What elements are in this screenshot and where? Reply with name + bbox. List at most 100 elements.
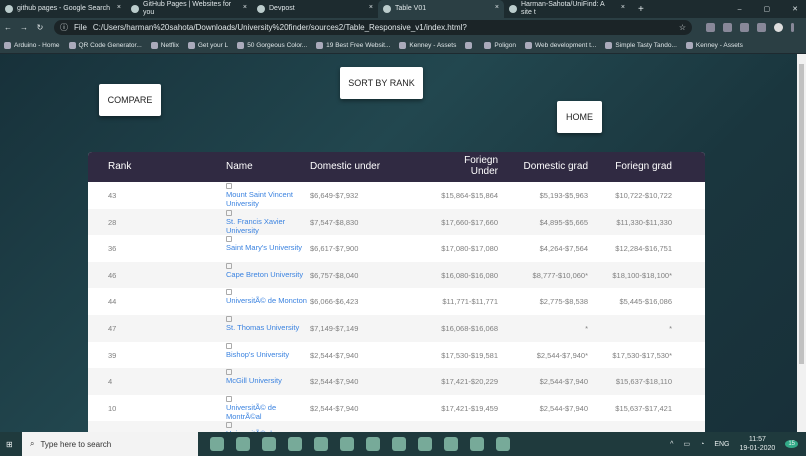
close-icon[interactable]: × [494,4,499,11]
university-link[interactable]: Cape Breton University [226,269,304,279]
browser-tab[interactable]: Table V01 × [378,0,504,18]
url-input[interactable]: ⓘ File C:/Users/harman%20sahota/Download… [54,20,692,35]
bookmark-item[interactable]: Get your L [187,41,228,49]
minimize-icon[interactable]: – [737,5,742,13]
bookmark-item[interactable]: QR Code Generator... [68,41,142,49]
close-window-icon[interactable]: ✕ [792,6,798,13]
browser-tab[interactable]: Harman-Sahota/UniFind: A site t × [504,0,630,18]
edge-icon[interactable] [340,437,354,451]
foreign-grad-cell: $15,637-$18,110 [615,377,672,387]
compare-checkbox[interactable] [226,183,232,189]
profile-avatar[interactable] [774,23,783,32]
compare-checkbox[interactable] [226,422,232,429]
home-button[interactable]: HOME [557,101,602,133]
bookmark-item[interactable]: Poligon [484,41,517,49]
lang-indicator[interactable]: ENG [714,440,730,448]
compare-checkbox[interactable] [226,209,232,216]
bookmark-item[interactable]: 19 Best Free Websit... [316,41,390,49]
foreign-under-cell: $17,080-$17,080 [441,244,498,254]
browser-tab[interactable]: GitHub Pages | Websites for you × [126,0,252,18]
university-link[interactable]: Saint Mary's University [226,243,303,253]
back-icon[interactable]: ← [4,23,12,32]
foreign-grad-cell: $11,330-$11,330 [616,217,672,227]
windows-start-icon[interactable]: ⊞ [6,439,13,449]
browser-tab[interactable]: Devpost × [252,0,378,18]
header-domestic-grad[interactable]: Domestic grad [523,161,588,172]
page-scrollbar[interactable] [797,54,806,432]
task-view-icon[interactable] [236,437,250,451]
university-link[interactable]: UniversitÃ© de MontrÃ©al [226,402,277,421]
battery-icon[interactable]: ▭ [683,441,691,448]
university-link[interactable]: Bishop's University [226,349,290,359]
compare-checkbox[interactable] [226,289,232,296]
bookmark-label: Poligon [494,41,517,49]
table-row: 36 Saint Mary's University $6,617-$7,900… [88,235,705,262]
devpost-icon [257,5,265,13]
close-icon[interactable]: × [116,4,121,11]
chrome-icon[interactable] [314,437,328,451]
header-foreign-grad[interactable]: Foriegn grad [615,161,672,172]
university-link[interactable]: UniversitÃ© de Moncton [226,296,307,306]
close-icon[interactable]: × [620,4,625,11]
bookmark-icon [68,41,76,49]
compare-checkbox[interactable] [226,369,232,376]
sort-by-rank-button[interactable]: SORT BY RANK [340,67,423,99]
compare-checkbox[interactable] [226,342,232,349]
foreign-grad-cell: * [669,323,672,333]
file-explorer-icon[interactable] [496,437,510,451]
header-foreign-under[interactable]: Foriegn Under [464,155,498,177]
extension-icon[interactable] [757,23,766,32]
compare-checkbox[interactable] [226,262,232,269]
bookmark-item[interactable]: Kenney - Assets [399,41,456,49]
spotify-icon[interactable] [418,437,432,451]
browser-tab[interactable]: github pages - Google Search × [0,0,126,18]
discord-icon[interactable] [392,437,406,451]
header-domestic-under[interactable]: Domestic under [310,161,381,172]
table-header: Rank Name Domestic under Foriegn Under D… [88,152,705,182]
close-icon[interactable]: × [242,4,247,11]
scrollbar-thumb[interactable] [799,64,804,364]
compare-checkbox[interactable] [226,315,232,322]
reload-icon[interactable]: ↻ [36,23,44,32]
bookmark-item[interactable]: Arduino - Home [4,41,60,49]
compare-checkbox[interactable] [226,236,232,243]
university-link[interactable]: St. Francis Xavier University [226,216,286,235]
clock[interactable]: 11:57 19-01-2020 [740,435,776,453]
menu-icon[interactable] [791,23,794,32]
university-link[interactable]: St. Thomas University [226,322,300,332]
steam-icon[interactable] [444,437,458,451]
extension-icon[interactable] [706,23,715,32]
header-name[interactable]: Name [226,161,253,172]
bookmark-item[interactable] [465,41,475,49]
forward-icon[interactable]: → [20,23,28,32]
header-rank[interactable]: Rank [108,161,132,172]
bookmark-item[interactable]: 50 Gorgeous Color... [237,41,307,49]
compare-button[interactable]: COMPARE [99,84,161,116]
extension-icon[interactable] [723,23,732,32]
university-link[interactable]: Mount Saint Vincent University [226,190,293,208]
sublime-icon[interactable] [262,437,276,451]
new-tab-button[interactable]: + [638,4,644,15]
bookmark-item[interactable]: Web development t... [525,41,596,49]
notifications-icon[interactable]: 15 [785,440,798,448]
mail-icon[interactable] [366,437,380,451]
close-icon[interactable]: × [368,4,373,11]
university-link[interactable]: McGill University [226,376,282,386]
bookmark-item[interactable]: Kenney - Assets [685,41,743,49]
chevron-up-icon[interactable]: ^ [670,440,674,448]
maximize-icon[interactable]: ▢ [763,6,771,13]
tab-title: Devpost [269,5,295,12]
bookmark-item[interactable]: Netflix [150,41,179,49]
taskbar-search[interactable]: ⌕ Type here to search [22,432,198,456]
university-link[interactable]: UniversitÃ© du [226,429,276,432]
extension-icon[interactable] [740,23,749,32]
wifi-icon[interactable]: ◔ [700,440,705,448]
date: 19-01-2020 [739,445,776,452]
compare-checkbox[interactable] [226,395,232,402]
app-icon[interactable] [470,437,484,451]
star-icon[interactable]: ☆ [678,23,686,32]
bookmark-item[interactable]: Simple Tasty Tando... [605,41,677,49]
whatsapp-icon[interactable] [288,437,302,451]
bookmark-label: Netflix [160,41,179,49]
cortana-icon[interactable] [210,437,224,451]
